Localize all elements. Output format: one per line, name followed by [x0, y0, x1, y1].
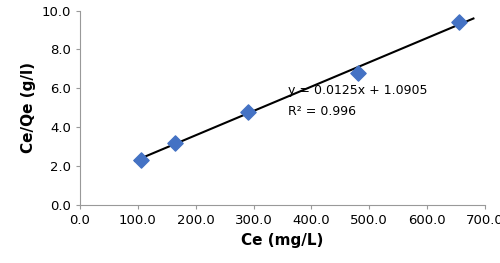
Point [137, 158, 145, 163]
Y-axis label: Ce/Qe (g/l): Ce/Qe (g/l) [21, 62, 36, 153]
Text: y = 0.0125x + 1.0905
R² = 0.996: y = 0.0125x + 1.0905 R² = 0.996 [288, 84, 428, 118]
X-axis label: Ce (mg/L): Ce (mg/L) [242, 233, 324, 248]
Point [172, 141, 179, 145]
Point [455, 20, 463, 24]
Point [244, 110, 252, 114]
Point [354, 71, 362, 75]
